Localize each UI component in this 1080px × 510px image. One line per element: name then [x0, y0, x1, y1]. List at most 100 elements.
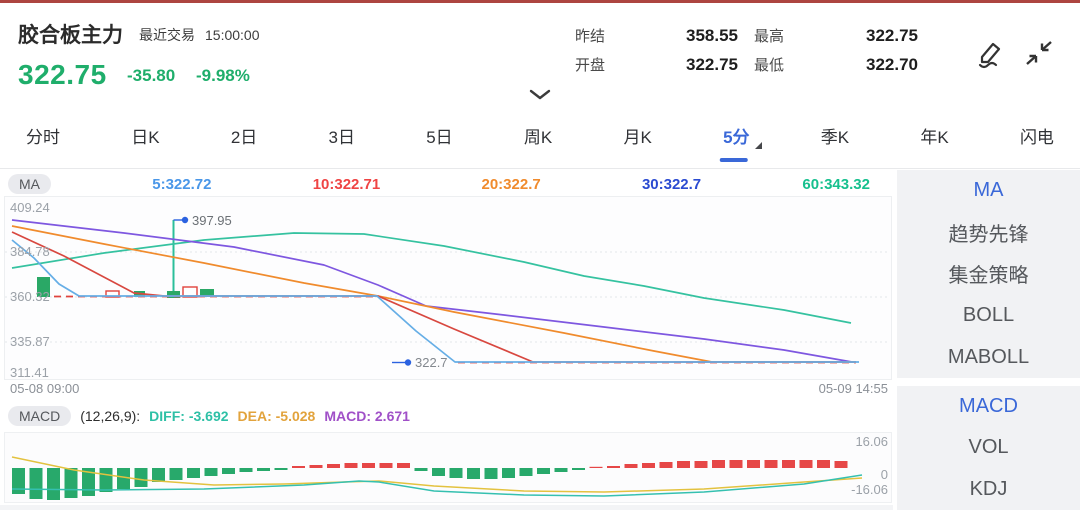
macd-hist-bar — [554, 468, 568, 472]
macd-y-tick-label: -16.06 — [851, 482, 888, 497]
sidebar-item-trend-pioneer[interactable]: 趋势先锋 — [948, 223, 1029, 246]
contract-title: 胶合板主力 — [18, 24, 123, 47]
macd-hist-bar — [414, 468, 428, 471]
macd-hist-bar — [134, 468, 148, 487]
ma60-value: 60:343.32 — [802, 175, 870, 193]
macd-badge[interactable]: MACD — [8, 406, 72, 426]
stat-label: 最低 — [754, 57, 785, 74]
tab-5min-label: 5分 — [723, 127, 750, 147]
macd-hist-bar — [222, 468, 235, 474]
macd-hist-bar — [344, 463, 358, 468]
chart-column: MA 5:322.72 10:322.71 20:322.7 30:322.7 … — [0, 170, 893, 510]
tab-week-k[interactable]: 周K — [523, 127, 553, 147]
sidebar-item-maboll[interactable]: MABOLL — [947, 345, 1030, 368]
MA5-line — [11, 239, 859, 363]
MA60-line — [11, 232, 852, 324]
last-trade-time: 最近交易 15:00:00 — [139, 25, 270, 45]
main-price-chart[interactable]: 397.95 322.7 409.24 384.78 360.32 335.87 311.4… — [4, 196, 892, 380]
macd-sub-chart[interactable]: 16.06 0-16.06 — [4, 432, 892, 504]
sidebar-item-macd[interactable]: MACD — [959, 395, 1018, 418]
high-label: 397.95 — [192, 213, 232, 228]
bottom-divider — [0, 505, 893, 510]
candle-down — [167, 291, 180, 298]
macd-hist-bar — [729, 460, 743, 468]
indicator-sidebar: MA 趋势先锋 集金策略 BOLL MABOLL MACD VOL KDJ — [897, 170, 1080, 510]
stat-value: 358.55 — [686, 25, 738, 45]
macd-hist-bar — [484, 468, 498, 479]
y-tick-label: 384.78 — [10, 244, 50, 259]
macd-hist-bar — [537, 468, 550, 474]
macd-hist-bar — [817, 460, 830, 468]
macd-hist-bar — [274, 468, 288, 470]
macd-macd-value: MACD: 2.671 — [324, 408, 410, 424]
tab-year-k[interactable]: 年K — [920, 127, 949, 147]
macd-hist-bar — [449, 468, 463, 478]
macd-y-tick-label: 0 — [881, 467, 888, 482]
sidebar-item-ma[interactable]: MA — [973, 179, 1004, 202]
macd-hist-bar — [834, 461, 848, 468]
tab-time-share[interactable]: 分时 — [26, 127, 60, 147]
macd-hist-bar — [82, 468, 95, 496]
macd-hist-bar — [257, 468, 270, 471]
macd-hist-bar — [362, 463, 375, 468]
macd-hist-bar — [642, 463, 655, 468]
sidebar-item-fund-strategy[interactable]: 集金策略 — [948, 265, 1029, 288]
macd-hist-bar — [607, 466, 620, 468]
macd-hist-bar — [624, 464, 638, 468]
low-label: 322.7 — [415, 355, 448, 370]
price-change: -35.80 — [127, 66, 176, 85]
tab-3day[interactable]: 3日 — [328, 127, 355, 147]
macd-hist-bar — [204, 468, 218, 476]
plot-border — [4, 196, 892, 380]
sidebar-item-vol[interactable]: VOL — [968, 436, 1009, 459]
collapse-icon[interactable] — [1022, 39, 1056, 69]
macd-hist-bar — [782, 460, 795, 468]
stat-value: 322.75 — [686, 54, 738, 74]
sidebar-item-kdj[interactable]: KDJ — [969, 477, 1008, 500]
chart-content: MA 5:322.72 10:322.71 20:322.7 30:322.7 … — [0, 170, 1080, 510]
macd-hist-bar — [519, 468, 533, 476]
tab-flash[interactable]: 闪电 — [1019, 127, 1054, 147]
tab-5min-active[interactable]: 5分 — [720, 102, 762, 169]
macd-hist-bar — [432, 468, 445, 476]
macd-y-tick-label: 16.06 — [855, 434, 888, 449]
top-accent-bar — [0, 0, 1080, 3]
macd-hist-bar — [187, 468, 200, 478]
draw-annotation-icon[interactable] — [974, 39, 1008, 69]
x-axis-end: 05-09 14:55 — [818, 381, 888, 396]
tab-2day[interactable]: 2日 — [230, 127, 258, 147]
last-price: 322.75 — [18, 59, 107, 90]
macd-hist-bar — [572, 468, 585, 470]
macd-hist-bar — [397, 463, 410, 468]
macd-border — [4, 432, 892, 503]
ma30-value: 30:322.7 — [641, 175, 702, 193]
macd-hist-bar — [292, 466, 305, 468]
tab-season-k[interactable]: 季K — [820, 127, 850, 147]
last-trade-label: 最近交易 — [139, 27, 195, 43]
low-dot — [404, 359, 412, 366]
macd-hist-bar — [712, 460, 725, 468]
active-tab-underline — [720, 157, 749, 162]
macd-hist-bar — [64, 468, 78, 498]
tab-month-k[interactable]: 月K — [623, 127, 652, 147]
x-axis-start: 05-08 09:00 — [10, 381, 80, 396]
sidebar-item-boll[interactable]: BOLL — [962, 304, 1015, 327]
candle-down — [37, 277, 50, 297]
chevron-down-icon[interactable] — [529, 88, 551, 100]
macd-hist-bar — [117, 468, 130, 489]
macd-dea-value: DEA: -5.028 — [237, 408, 316, 424]
stat-label: 开盘 — [575, 57, 606, 74]
ma-badge[interactable]: MA — [8, 174, 51, 194]
ma20-value: 20:322.7 — [481, 175, 541, 193]
macd-hist-bar — [747, 460, 760, 468]
macd-hist-bar — [502, 468, 515, 478]
macd-hist-bar — [169, 468, 183, 480]
stat-label: 最高 — [754, 28, 785, 45]
ma-indicator-legend: MA 5:322.72 10:322.71 20:322.7 30:322.7 … — [8, 172, 870, 196]
tab-day-k[interactable]: 日K — [131, 127, 160, 147]
tab-5day[interactable]: 5日 — [426, 127, 453, 147]
y-tick-label: 311.41 — [10, 365, 49, 380]
candle-up — [105, 290, 120, 298]
macd-hist-bar — [659, 462, 673, 468]
